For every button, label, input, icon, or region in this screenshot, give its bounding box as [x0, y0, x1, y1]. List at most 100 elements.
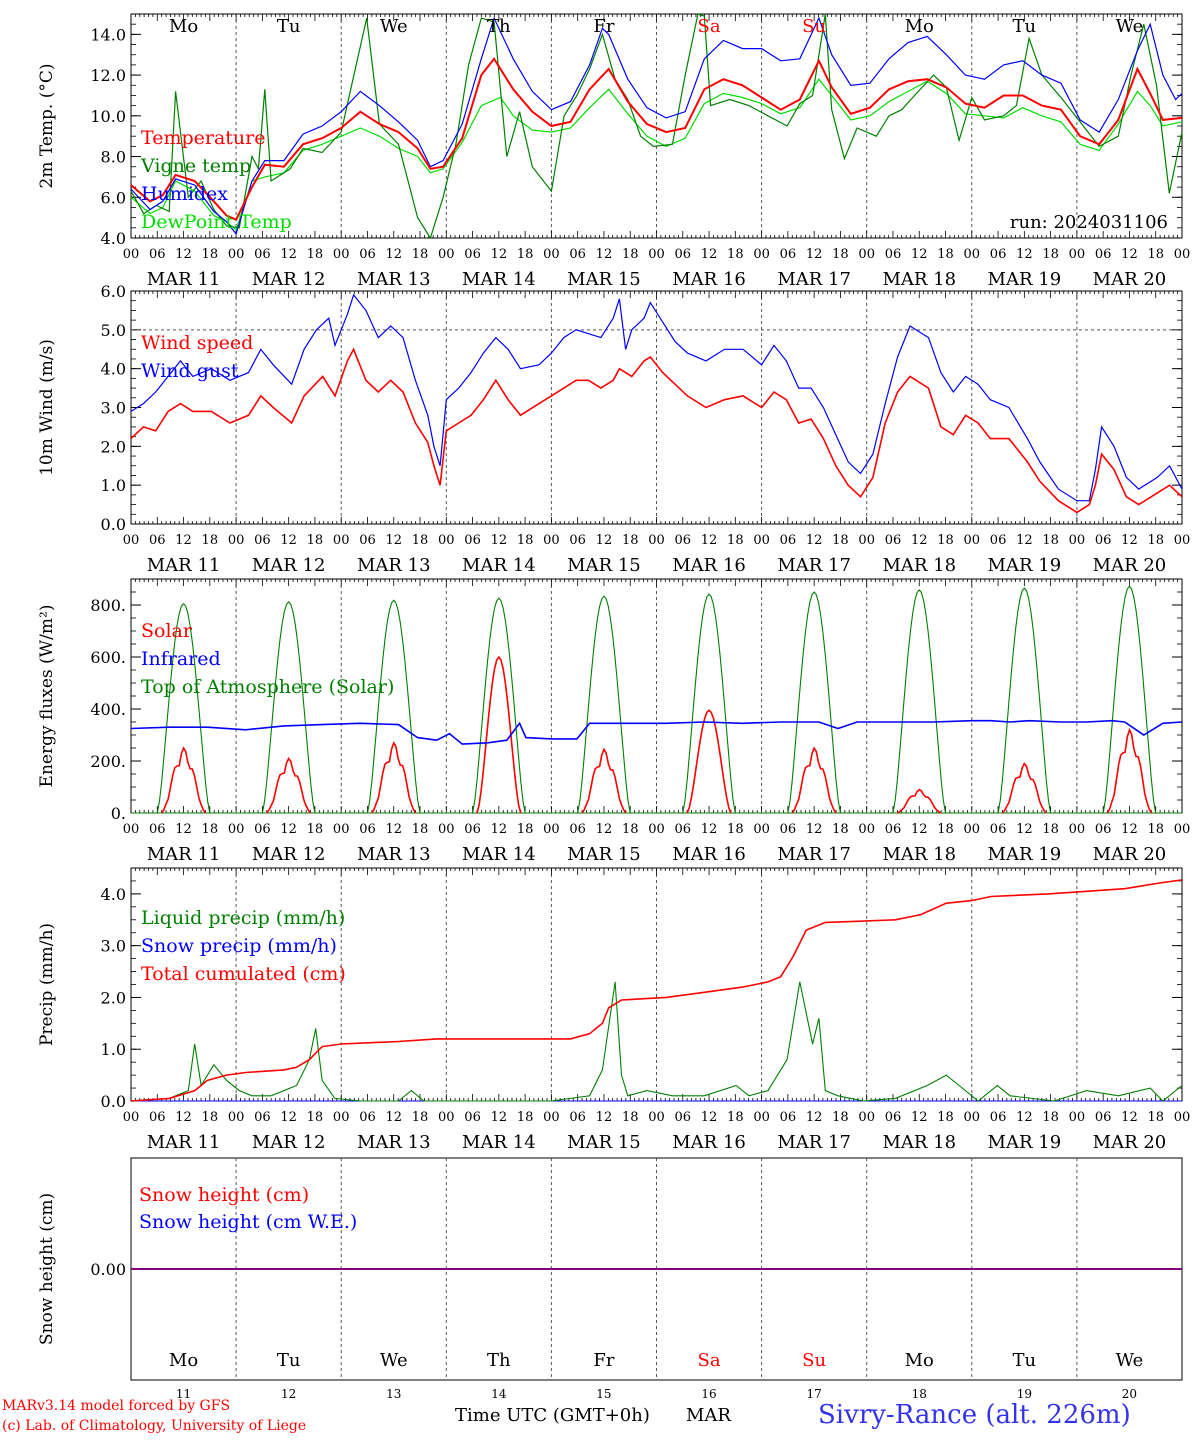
hour-tick-label: 12 — [280, 247, 297, 262]
legend-temp-temperature: Temperature — [141, 127, 265, 149]
y-tick-label-3: 4.0 — [101, 885, 126, 904]
hour-tick-label: 06 — [149, 822, 166, 837]
series-solar-day-7 — [897, 788, 942, 814]
hour-tick-label: 12 — [1121, 533, 1138, 548]
hour-tick-label: 06 — [149, 247, 166, 262]
hour-tick-label: 06 — [464, 1110, 481, 1125]
y-axis-label-2: Energy fluxes (W/m²) — [37, 605, 57, 788]
hour-tick-label: 18 — [937, 247, 954, 262]
series-solar-day-1 — [266, 756, 312, 814]
hour-tick-label: 18 — [517, 1110, 534, 1125]
hour-tick-label: 06 — [569, 1110, 586, 1125]
hour-tick-label: 00 — [648, 1110, 665, 1125]
hour-tick-label: 18 — [937, 533, 954, 548]
series-top-of-atmosphere-day-9 — [1102, 585, 1157, 814]
hour-tick-label: 18 — [1042, 1110, 1059, 1125]
hour-tick-label: 06 — [885, 247, 902, 262]
y-tick-label-2: 0. — [111, 804, 126, 823]
hour-tick-label: 06 — [675, 247, 692, 262]
weekday-top-7: Mo — [905, 16, 934, 37]
y-tick-label-3: 0.0 — [101, 1092, 126, 1111]
date-label-1: MAR 13 — [357, 555, 431, 576]
hour-tick-label: 18 — [727, 247, 744, 262]
series-temperature — [130, 57, 1183, 221]
hour-tick-label: 18 — [412, 822, 429, 837]
y-tick-label-0: 12.0 — [90, 66, 126, 85]
legend-temp-humidex: Humidex — [141, 183, 228, 205]
hour-tick-label: 00 — [333, 533, 350, 548]
hour-tick-label: 18 — [517, 533, 534, 548]
hour-tick-label: 06 — [675, 533, 692, 548]
weekday-bottom-1: Tu — [277, 1350, 301, 1371]
hour-tick-label: 00 — [648, 533, 665, 548]
hour-tick-label: 18 — [622, 822, 639, 837]
date-label-0: MAR 14 — [462, 269, 536, 290]
series-solar-day-2 — [371, 741, 417, 814]
series-solar-day-9 — [1106, 727, 1153, 814]
date-label-2: MAR 13 — [357, 844, 431, 865]
series-top-of-atmosphere-day-4 — [577, 595, 631, 814]
hour-tick-label: 12 — [1016, 822, 1033, 837]
hour-tick-label: 00 — [333, 1110, 350, 1125]
weekday-bottom-8: Tu — [1013, 1350, 1037, 1371]
hour-tick-label: 00 — [858, 247, 875, 262]
series-wind-gust — [130, 293, 1183, 502]
hour-tick-label: 06 — [1095, 822, 1112, 837]
series-solar-day-3 — [476, 655, 522, 814]
hour-tick-label: 12 — [1016, 533, 1033, 548]
hour-tick-label: 06 — [359, 822, 376, 837]
hour-tick-label: 12 — [1016, 1110, 1033, 1125]
date-label-1: MAR 12 — [252, 555, 326, 576]
hour-tick-label: 18 — [832, 247, 849, 262]
hour-tick-label: 06 — [464, 247, 481, 262]
hour-tick-label: 00 — [123, 533, 140, 548]
y-axis-label-0: 2m Temp. (°C) — [37, 63, 57, 188]
hour-tick-label: 06 — [1095, 533, 1112, 548]
legend-precip-total-cumulated-cm-: Total cumulated (cm) — [141, 963, 346, 985]
hour-tick-label: 06 — [885, 533, 902, 548]
y-tick-label-1: 3.0 — [101, 399, 126, 418]
hour-tick-label: 06 — [359, 1110, 376, 1125]
hour-tick-label: 00 — [333, 247, 350, 262]
hour-tick-label: 06 — [569, 247, 586, 262]
hour-tick-label: 12 — [701, 247, 718, 262]
weekday-top-8: Tu — [1013, 16, 1037, 37]
y-tick-label-3: 2.0 — [101, 988, 126, 1007]
hour-tick-label: 18 — [517, 247, 534, 262]
hour-tick-label: 12 — [175, 822, 192, 837]
hour-tick-label: 06 — [464, 822, 481, 837]
hour-tick-label: 06 — [780, 533, 797, 548]
legend-wind-wind-gust: Wind gust — [141, 360, 239, 382]
date-label-2: MAR 16 — [672, 844, 746, 865]
series-top-of-atmosphere-day-7 — [892, 589, 947, 814]
hour-tick-label: 12 — [385, 1110, 402, 1125]
date-label-2: MAR 14 — [462, 844, 536, 865]
hour-tick-label: 00 — [1069, 247, 1086, 262]
hour-tick-label: 12 — [491, 822, 508, 837]
hour-tick-label: 06 — [359, 533, 376, 548]
hour-tick-label: 18 — [727, 1110, 744, 1125]
weekday-bottom-3: Th — [487, 1350, 511, 1371]
legend-flux-infrared: Infrared — [141, 648, 221, 670]
date-label-1: MAR 15 — [567, 555, 641, 576]
hour-tick-label: 00 — [1174, 247, 1191, 262]
hour-tick-label: 00 — [753, 533, 770, 548]
y-tick-label-1: 0.0 — [101, 515, 126, 534]
date-label-3: MAR 11 — [147, 1132, 221, 1153]
hour-tick-label: 18 — [202, 1110, 219, 1125]
hour-tick-label: 00 — [438, 1110, 455, 1125]
series-vigne-temp — [130, 13, 1183, 240]
date-label-1: MAR 20 — [1093, 555, 1167, 576]
hour-tick-label: 12 — [280, 822, 297, 837]
date-label-2: MAR 20 — [1093, 844, 1167, 865]
hour-tick-label: 18 — [202, 822, 219, 837]
hour-tick-label: 00 — [543, 533, 560, 548]
date-label-0: MAR 19 — [988, 269, 1062, 290]
hour-tick-label: 06 — [780, 822, 797, 837]
hour-tick-label: 18 — [1042, 533, 1059, 548]
series-top-of-atmosphere-day-1 — [261, 601, 316, 814]
hour-tick-label: 00 — [123, 822, 140, 837]
hour-tick-label: 18 — [622, 1110, 639, 1125]
date-label-3: MAR 14 — [462, 1132, 536, 1153]
hour-tick-label: 06 — [464, 533, 481, 548]
